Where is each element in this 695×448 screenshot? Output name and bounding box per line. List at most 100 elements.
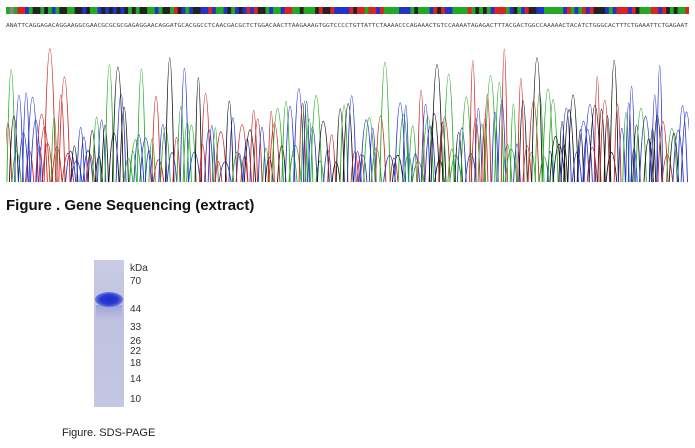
trace-peak bbox=[668, 132, 679, 183]
base-bar-segment bbox=[448, 7, 453, 14]
trace-peak bbox=[583, 104, 597, 183]
trace-peak bbox=[402, 104, 410, 183]
trace-peak bbox=[586, 147, 598, 183]
base-bar-segment bbox=[383, 7, 388, 14]
base-bar-segment bbox=[162, 7, 167, 14]
base-bar-segment bbox=[78, 7, 83, 14]
base-bar-segment bbox=[666, 7, 671, 14]
trace-peak bbox=[160, 127, 171, 183]
base-bar-segment bbox=[444, 7, 449, 14]
base-bar-segment bbox=[547, 7, 552, 14]
base-bar-segment bbox=[89, 7, 95, 14]
trace-peak bbox=[277, 145, 287, 183]
base-bar-segment bbox=[177, 7, 182, 14]
base-bar-segment bbox=[32, 7, 37, 14]
trace-peak bbox=[517, 78, 525, 183]
trace-peak bbox=[617, 128, 626, 183]
base-bar-segment bbox=[101, 7, 106, 14]
base-bar-segment bbox=[143, 7, 148, 14]
base-bar-segment bbox=[185, 7, 190, 14]
kda-marker-33: 33 bbox=[130, 321, 142, 333]
base-bar-segment bbox=[17, 7, 22, 14]
base-bar-segment bbox=[181, 7, 186, 14]
trace-peak bbox=[567, 94, 579, 183]
base-bar-segment bbox=[376, 7, 381, 14]
trace-peak bbox=[151, 95, 161, 183]
base-bar-segment bbox=[460, 7, 465, 14]
trace-peak bbox=[609, 59, 619, 183]
base-bar-segment bbox=[658, 7, 663, 14]
trace-peak bbox=[35, 145, 44, 183]
base-bar-segment bbox=[254, 7, 259, 14]
trace-peak bbox=[172, 136, 181, 183]
base-bar-segment bbox=[292, 7, 297, 14]
kda-marker-18: 18 bbox=[130, 358, 142, 370]
base-bar-segment bbox=[9, 7, 14, 14]
trace-peak bbox=[657, 121, 669, 183]
trace-peak bbox=[613, 103, 622, 183]
base-bar-segment bbox=[654, 7, 659, 14]
base-bar-segment bbox=[639, 7, 644, 14]
base-bar-segment bbox=[635, 7, 640, 14]
base-bar-segment bbox=[223, 7, 228, 14]
base-bar-segment bbox=[414, 7, 419, 14]
base-bar-segment bbox=[463, 7, 468, 14]
base-bar-segment bbox=[227, 7, 232, 14]
trace-peak bbox=[218, 161, 232, 183]
kda-marker-22: 22 bbox=[130, 346, 142, 358]
base-bar-segment bbox=[246, 7, 251, 14]
base-bar-segment bbox=[288, 7, 293, 14]
base-bar-segment bbox=[63, 7, 68, 14]
base-bar-segment bbox=[379, 7, 385, 14]
trace-peak bbox=[500, 48, 508, 183]
trace-peak bbox=[449, 154, 462, 183]
trace-peak bbox=[397, 114, 410, 183]
trace-peak bbox=[211, 127, 219, 183]
base-bar-segment bbox=[311, 7, 316, 14]
trace-peak bbox=[14, 94, 24, 183]
base-bar-segment bbox=[677, 7, 682, 14]
trace-peak bbox=[235, 124, 249, 183]
base-bar-segment bbox=[105, 7, 110, 14]
base-bar-segment bbox=[128, 7, 133, 14]
base-bar-segment bbox=[482, 7, 488, 14]
trace-peak bbox=[497, 100, 507, 183]
trace-peak bbox=[182, 122, 192, 183]
base-bar-segment bbox=[540, 7, 545, 14]
trace-peak bbox=[123, 158, 134, 183]
trace-peak bbox=[97, 119, 107, 183]
trace-peak bbox=[374, 115, 387, 183]
base-bar-segment bbox=[475, 7, 480, 14]
base-bar-segment bbox=[605, 7, 610, 14]
base-bar-segment bbox=[303, 7, 308, 14]
base-bar-segment bbox=[219, 7, 224, 14]
base-bar-segment bbox=[456, 7, 461, 14]
trace-peak bbox=[284, 106, 296, 183]
sds-page-figure-caption: Figure. SDS-PAGE bbox=[62, 427, 156, 439]
base-bar-segment bbox=[429, 7, 434, 14]
base-bar-segment bbox=[70, 7, 75, 14]
trace-peak bbox=[56, 94, 66, 183]
trace-peak bbox=[494, 82, 505, 183]
trace-peak bbox=[481, 118, 489, 183]
trace-peak bbox=[560, 107, 572, 183]
base-bar-segment bbox=[337, 7, 343, 14]
base-bar-segment bbox=[372, 7, 377, 14]
trace-peak bbox=[563, 109, 576, 183]
base-bar-segment bbox=[498, 7, 503, 14]
trace-peak bbox=[368, 128, 377, 183]
chromatogram-svg: ANATTCAGGAGACAGGAAGGCGAACGCGCGCGAGAGGAAC… bbox=[6, 7, 689, 183]
base-bar-segment bbox=[601, 7, 606, 14]
base-bar-segment bbox=[555, 7, 560, 14]
base-bar-segment bbox=[521, 7, 526, 14]
trace-peak bbox=[391, 155, 404, 183]
trace-peak bbox=[50, 116, 58, 183]
trace-peak bbox=[25, 150, 35, 183]
trace-peak bbox=[316, 121, 330, 183]
base-bar-segment bbox=[59, 7, 64, 14]
trace-peak bbox=[484, 75, 497, 183]
base-bar-segment bbox=[524, 7, 530, 14]
trace-peak bbox=[257, 127, 267, 183]
base-bar-segment bbox=[673, 7, 678, 14]
base-bar-segment bbox=[192, 7, 198, 14]
